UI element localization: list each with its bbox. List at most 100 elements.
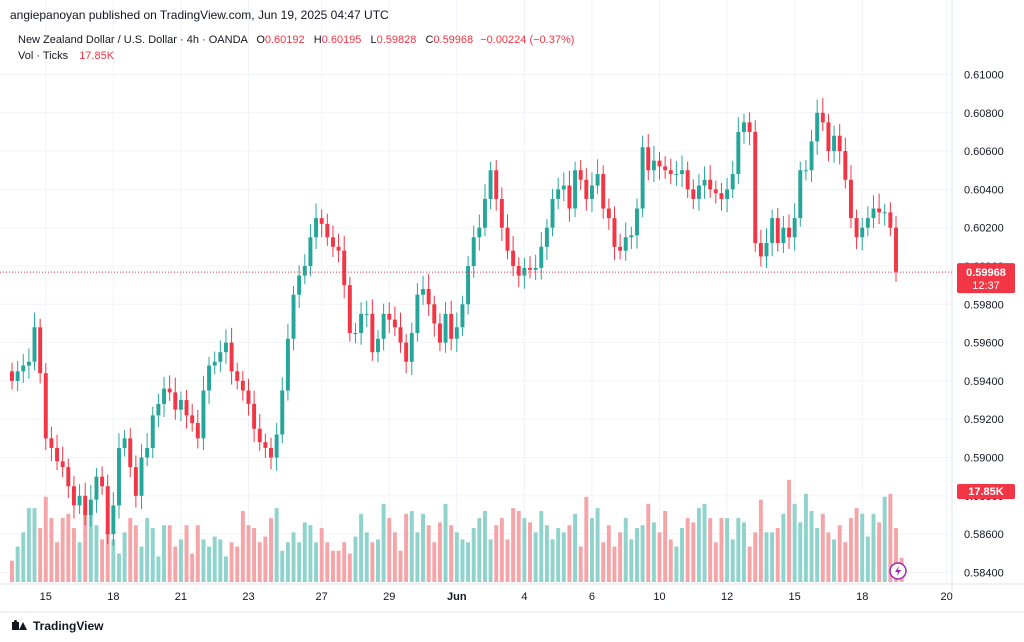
volume-bar [133,525,138,582]
footer-brand[interactable]: TradingView [12,619,103,633]
last-volume-label: 17.85K [968,486,1004,498]
volume-bar [218,539,223,582]
volume-bar [685,518,690,582]
time-tick-label: 6 [589,591,595,603]
candle-body [820,112,825,123]
volume-bar [342,542,347,582]
volume-bar [758,499,763,582]
candle-body [612,218,617,247]
time-tick-label: 10 [653,591,665,603]
countdown-label: 12:37 [972,280,1000,292]
volume-bar [691,522,696,582]
volume-bar [117,553,121,582]
candle-body [550,198,555,228]
volume-bar [505,539,510,582]
candle-body [381,313,386,339]
volume-bar [770,532,775,582]
candle-body [257,428,262,443]
open-value: 0.60192 [264,34,305,46]
time-tick-label: 27 [316,591,328,603]
time-tick-label: 12 [721,591,733,603]
candle-body [725,189,730,199]
candle-body [730,174,735,190]
volume-bar [832,539,837,582]
volume-bar [494,525,499,582]
time-tick-label: 15 [789,591,801,603]
volume-bar [730,539,735,582]
close-value: 0.59968 [433,34,474,46]
candle-body [803,170,808,172]
candle-body [246,390,251,404]
volume-bar [871,513,876,582]
volume-bar [516,511,521,582]
volume-bar [865,536,870,582]
volume-bar [877,522,882,582]
candlestick-series [10,98,898,546]
volume-bar [319,528,324,582]
time-axis[interactable]: 15 18 21 23 27 29 Jun 4 6 10 12 15 18 20 [40,591,953,603]
candle-body [837,135,842,152]
volume-bar [561,532,566,582]
volume-bar [297,542,302,582]
candle-body [133,467,138,496]
price-tick-label: 0.59200 [964,414,1004,426]
volume-bar [156,556,161,582]
candle-body [809,141,814,171]
candle-body [691,189,696,199]
candle-body [21,365,26,372]
volume-bar [556,528,561,582]
candle-body [404,342,409,362]
volume-bar [201,539,206,582]
candle-body [376,338,380,353]
candle-body [207,365,212,391]
volume-bar [212,536,217,582]
candle-body [511,250,516,266]
candle-body [894,227,898,272]
candle-body [815,112,820,142]
candle-body [252,403,257,429]
volume-bar [246,525,251,582]
candle-body [32,327,37,362]
volume-bar [803,493,808,582]
candle-body [595,174,600,186]
candle-body [584,179,589,199]
price-axis[interactable]: 0.610000.608000.606000.604000.602000.600… [964,69,1004,579]
candle-body [201,390,206,439]
volume-bar [392,532,397,582]
price-tick-label: 0.59800 [964,299,1004,311]
volume-bar [100,539,105,582]
candle-body [742,122,746,132]
volume-bar [195,525,200,582]
candle-body [173,392,178,410]
candle-body [460,304,465,328]
volume-bar [680,528,685,582]
price-tick-label: 0.59000 [964,453,1004,465]
candle-body [561,185,566,190]
candle-body [826,122,831,152]
candle-body [353,333,358,335]
candle-body [573,170,578,209]
price-tick-label: 0.60400 [964,184,1004,196]
volume-bar [573,513,578,582]
candle-body [235,371,240,381]
candle-body [747,122,752,132]
volume-bar [623,518,628,582]
time-tick-label: 4 [521,591,527,603]
volume-bar [528,522,532,582]
candle-body [787,227,791,238]
candle-body [195,423,200,439]
volume-bar [708,518,713,582]
candle-body [539,246,544,268]
volume-bar [736,518,741,582]
volume-bar [882,496,887,582]
candle-body [10,371,14,381]
volume-bar [820,513,825,582]
volume-bar [421,513,426,582]
volume-bar [550,539,555,582]
volume-bar [482,511,487,582]
candle-body [708,179,713,190]
volume-bar [150,528,155,582]
time-tick-label: 15 [40,591,52,603]
volume-bar [719,518,724,582]
